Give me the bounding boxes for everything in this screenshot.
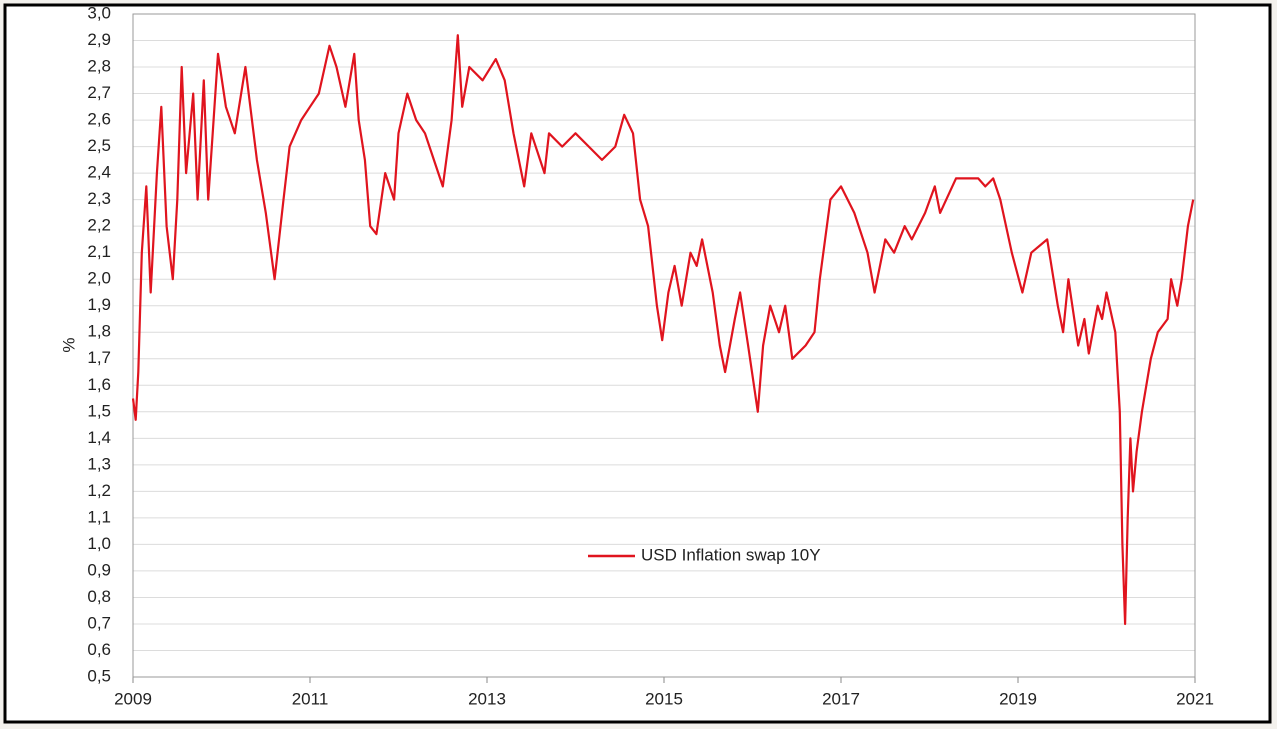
x-tick-label: 2019 — [999, 689, 1037, 708]
y-tick-label: 0,9 — [87, 560, 111, 579]
y-tick-label: 0,6 — [87, 640, 111, 659]
y-tick-label: 1,1 — [87, 507, 111, 526]
legend-label: USD Inflation swap 10Y — [641, 545, 821, 564]
frame — [3, 3, 1272, 724]
y-tick-label: 2,0 — [87, 269, 111, 288]
x-tick-label: 2015 — [645, 689, 683, 708]
y-tick-label: 1,0 — [87, 534, 111, 553]
x-tick-label: 2011 — [292, 689, 329, 708]
y-tick-label: 2,5 — [87, 136, 111, 155]
x-tick-label: 2017 — [822, 689, 860, 708]
y-tick-label: 1,2 — [87, 481, 111, 500]
y-tick-label: 2,6 — [87, 110, 111, 129]
y-tick-label: 1,3 — [87, 454, 111, 473]
y-tick-label: 1,7 — [87, 348, 111, 367]
y-tick-label: 3,0 — [87, 3, 111, 22]
x-tick-label: 2009 — [114, 689, 152, 708]
data-line — [131, 34, 1195, 626]
y-tick-label: 2,7 — [87, 83, 111, 102]
y-tick-label: 1,5 — [87, 401, 111, 420]
y-tick-label: 2,8 — [87, 57, 111, 76]
y-tick-label: 2,2 — [87, 216, 111, 235]
y-tick-label: 1,8 — [87, 322, 111, 341]
y-tick-label: 2,9 — [87, 30, 111, 49]
y-tick-label: 2,4 — [87, 163, 111, 182]
x-tick-label: 2021 — [1176, 689, 1214, 708]
y-tick-label: 0,8 — [87, 587, 111, 606]
y-tick-label: 1,4 — [87, 428, 111, 447]
x-tick-label: 2013 — [468, 689, 506, 708]
plot-border — [132, 13, 1196, 678]
y-tick-label: 0,7 — [87, 613, 111, 632]
y-tick-label: 1,9 — [87, 295, 111, 314]
y-tick-label: 2,1 — [87, 242, 111, 261]
y-tick-label: 1,6 — [87, 375, 111, 394]
y-axis-label: % — [59, 337, 78, 352]
y-tick-label: 2,3 — [87, 189, 111, 208]
y-tick-label: 0,5 — [87, 666, 111, 685]
